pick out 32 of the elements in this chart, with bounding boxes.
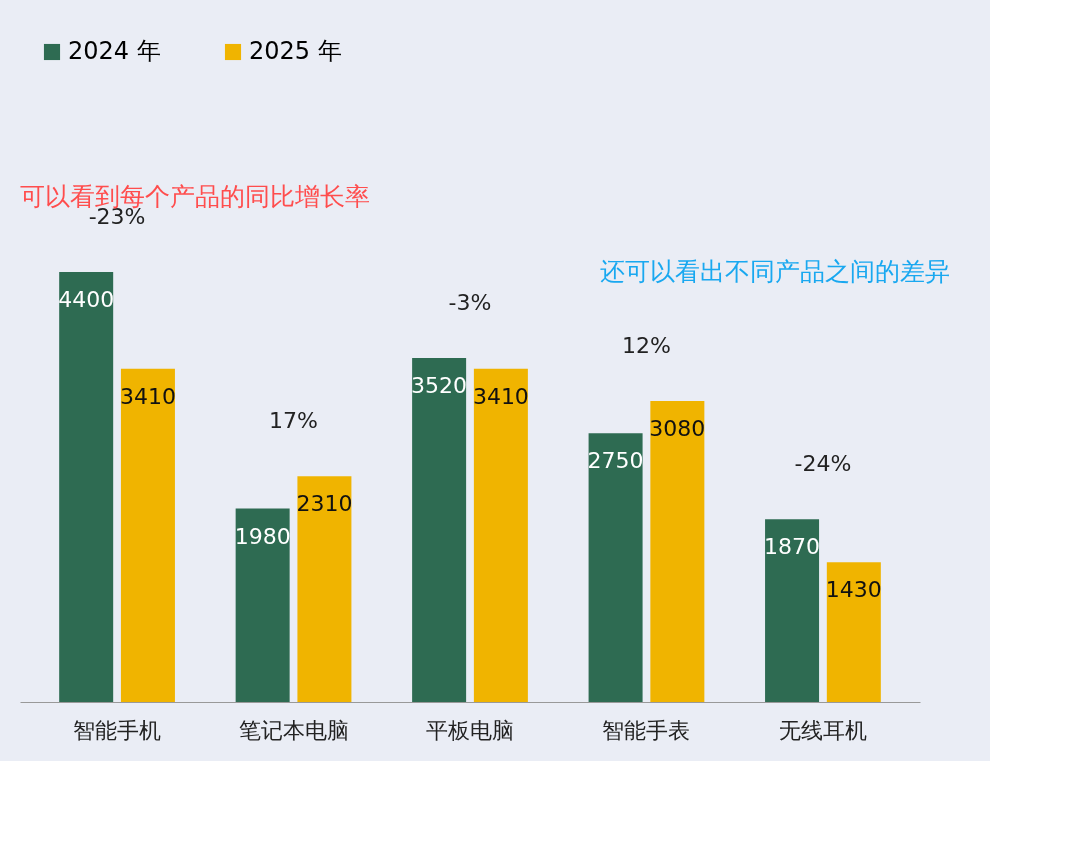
bar — [120, 368, 175, 702]
x-tick-label: 笔记本电脑 — [238, 717, 349, 743]
data-label: 3520 — [411, 373, 468, 398]
annotation: -24% — [794, 451, 852, 477]
annotation: 还可以看出不同产品之间的差异 — [600, 257, 950, 286]
bar — [412, 358, 467, 702]
data-label: 1980 — [234, 523, 291, 549]
annotation: 17% — [269, 408, 318, 434]
bar — [235, 508, 290, 702]
data-label: 3080 — [649, 416, 706, 441]
bar — [588, 433, 643, 702]
data-label: 3410 — [119, 383, 176, 409]
bar — [826, 562, 881, 702]
data-label: 4400 — [58, 287, 115, 312]
data-label: 3410 — [472, 383, 529, 409]
x-tick-label: 平板电脑 — [426, 717, 514, 743]
bar — [297, 476, 352, 702]
x-tick-label: 无线耳机 — [778, 717, 867, 743]
legend-label: 2025 年 — [249, 37, 342, 65]
data-label: 2310 — [296, 491, 353, 517]
legend-label: 2024 年 — [68, 37, 161, 65]
annotation: 12% — [622, 333, 671, 358]
bar — [59, 272, 114, 702]
bar — [650, 401, 705, 702]
annotation: -3% — [448, 290, 492, 315]
bar — [473, 368, 528, 702]
x-tick-label: 智能手机 — [73, 717, 162, 743]
data-label: 1870 — [764, 534, 821, 560]
data-label: 2750 — [587, 448, 644, 474]
x-tick-label: 智能手表 — [602, 717, 691, 743]
bar — [765, 519, 820, 702]
data-label: 1430 — [825, 577, 882, 603]
